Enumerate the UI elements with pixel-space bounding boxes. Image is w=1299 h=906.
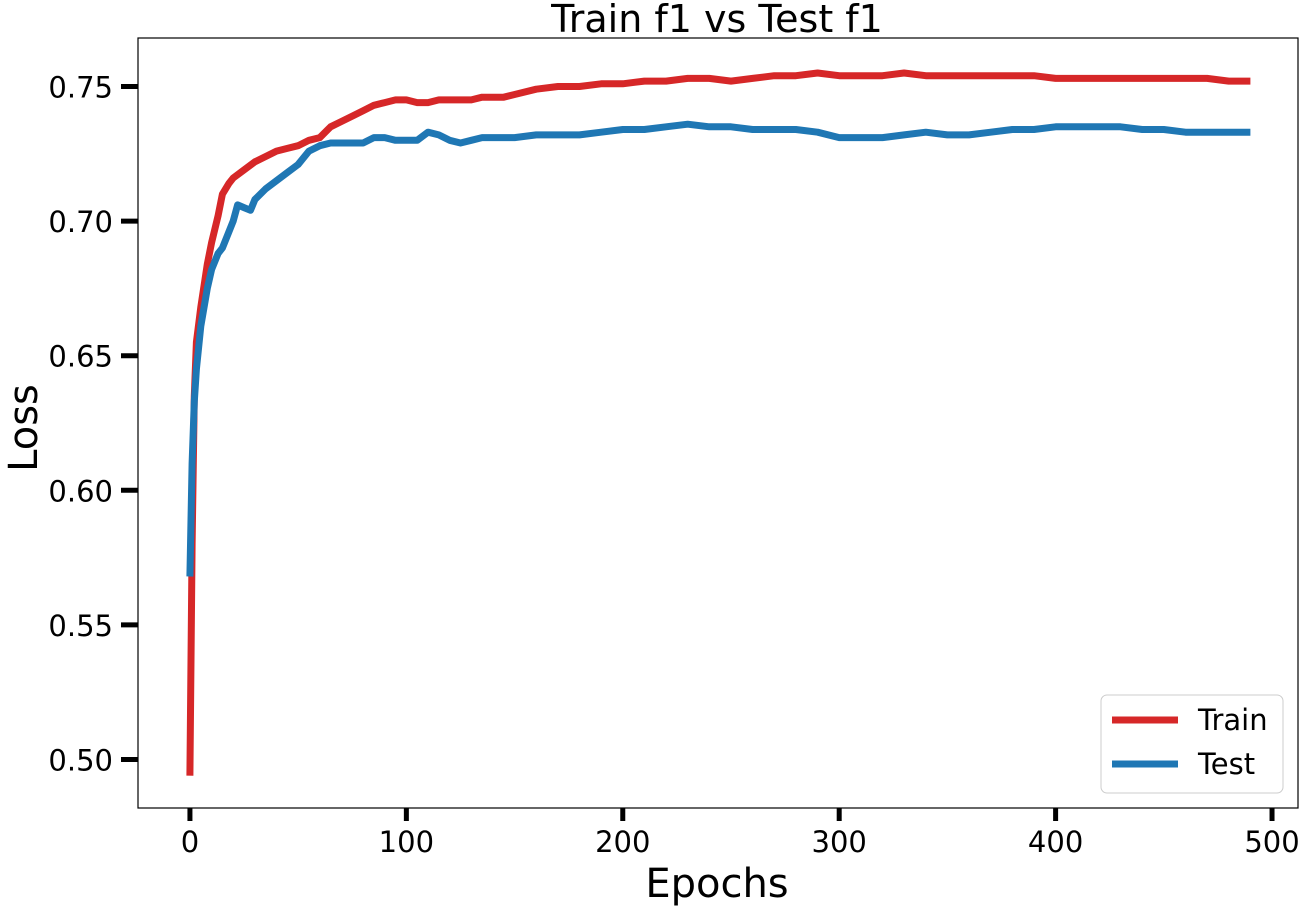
y-tick-label: 0.70	[48, 205, 113, 239]
y-axis-label: Loss	[1, 384, 47, 472]
y-axis: 0.50 0.55 0.60 0.65 0.70 0.75	[48, 70, 138, 778]
x-axis: 0 100 200 300 400 500	[181, 808, 1299, 859]
plot-area	[137, 37, 1299, 809]
x-axis-label: Epochs	[645, 861, 788, 906]
series-line-train	[186, 69, 1251, 776]
chart-title: Train f1 vs Test f1	[550, 0, 883, 41]
legend-label-test: Test	[1197, 747, 1255, 781]
y-tick-label: 0.75	[48, 70, 113, 104]
legend-label-train: Train	[1197, 703, 1268, 737]
x-tick-label: 0	[181, 825, 199, 859]
x-tick-label: 300	[812, 825, 867, 859]
y-tick-label: 0.55	[48, 609, 113, 643]
series-line-test	[186, 120, 1251, 577]
x-tick-label: 200	[595, 825, 650, 859]
x-tick-label: 500	[1244, 825, 1299, 859]
y-tick-label: 0.50	[48, 744, 113, 778]
y-tick-label: 0.65	[48, 340, 113, 374]
legend: Train Test	[1100, 694, 1284, 794]
series-layer	[186, 69, 1251, 776]
y-tick-label: 0.60	[48, 474, 113, 508]
x-tick-label: 100	[379, 825, 434, 859]
x-tick-label: 400	[1028, 825, 1083, 859]
